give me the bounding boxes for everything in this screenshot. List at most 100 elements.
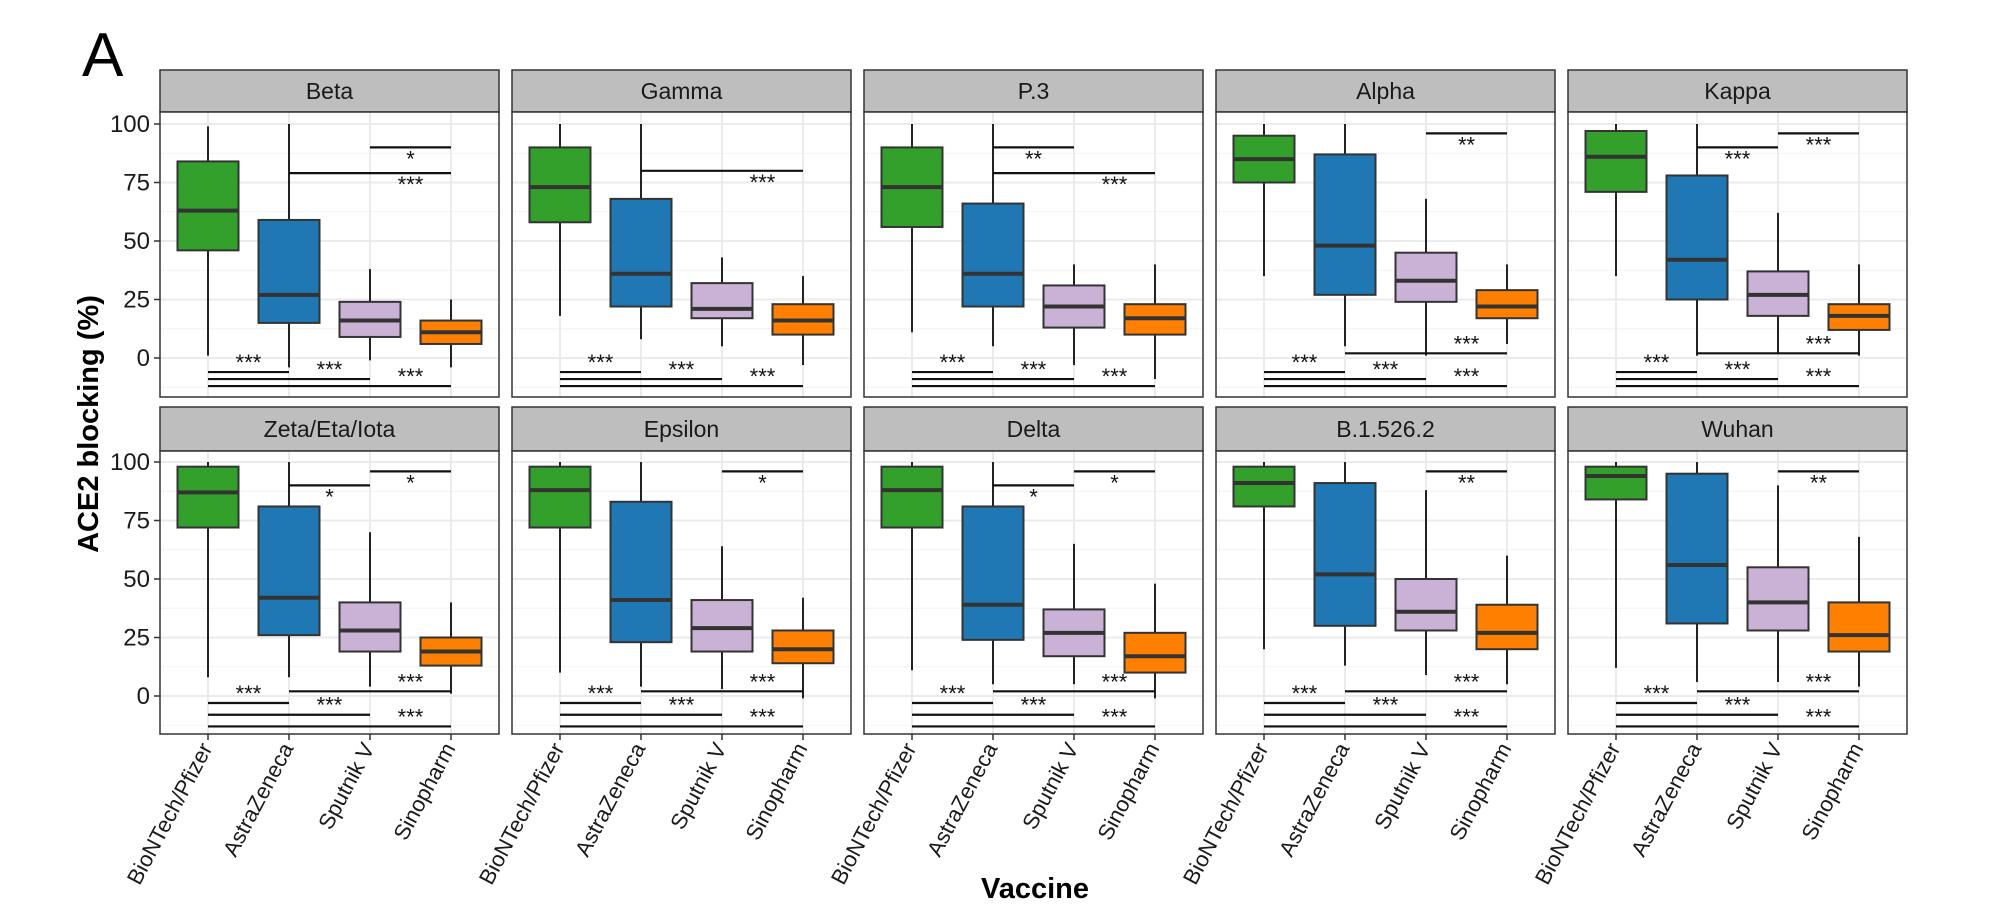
box-astrazeneca bbox=[1665, 472, 1729, 625]
facet-title: B.1.526.2 bbox=[1336, 416, 1434, 442]
x-tick-label: Sinopharm bbox=[1444, 739, 1516, 845]
box-sputnik-v bbox=[1746, 566, 1810, 632]
y-axis-title: ACE2 blocking (%) bbox=[73, 295, 105, 553]
facet-panel-delta: Delta******** *** ***BioNTech/Pfizer AstraZ… bbox=[826, 406, 1204, 889]
box-sinopharm bbox=[771, 629, 835, 665]
panel-border bbox=[511, 450, 852, 735]
facet-strip bbox=[159, 69, 500, 113]
box-sinopharm bbox=[1475, 289, 1539, 320]
facet-strip bbox=[1215, 406, 1556, 452]
x-axis-title: Vaccine bbox=[981, 873, 1089, 904]
box-biontech-pfizer bbox=[880, 465, 944, 529]
significance-label: *** bbox=[398, 669, 424, 694]
panel-border bbox=[1567, 111, 1908, 398]
x-tick-label: BioNTech/Pfizer bbox=[474, 739, 570, 889]
significance-label: ** bbox=[1810, 470, 1828, 495]
x-tick-label: AstraZeneca bbox=[1626, 738, 1707, 861]
x-tick-label: Sinopharm bbox=[1796, 739, 1868, 845]
significance-label: *** bbox=[1725, 357, 1751, 382]
y-tick-label: 50 bbox=[123, 566, 150, 593]
box-biontech-pfizer bbox=[1232, 465, 1296, 508]
x-tick-label: BioNTech/Pfizer bbox=[122, 739, 218, 889]
box-astrazeneca bbox=[609, 500, 673, 644]
box-sputnik-v bbox=[690, 599, 754, 653]
significance-label: *** bbox=[1806, 704, 1832, 729]
significance-label: *** bbox=[1806, 364, 1832, 389]
x-tick-label: Sinopharm bbox=[740, 739, 812, 845]
significance-label: *** bbox=[1102, 364, 1128, 389]
significance-label: *** bbox=[1725, 693, 1751, 718]
significance-label: * bbox=[406, 146, 415, 171]
facet-title: Epsilon bbox=[644, 416, 719, 442]
y-tick-label: 75 bbox=[123, 508, 150, 535]
panel-letter: A bbox=[82, 21, 124, 90]
significance-label: *** bbox=[1102, 669, 1128, 694]
facet-panel-b-1-526-2: B.1.526.2******** *** ***BioNTech/Pfizer As… bbox=[1178, 406, 1556, 889]
facet-title: Alpha bbox=[1356, 78, 1415, 104]
facet-panel-epsilon: Epsilon******* *** ***BioNTech/Pfizer Astra… bbox=[474, 406, 852, 889]
panel-border bbox=[1215, 450, 1556, 735]
significance-label: *** bbox=[1806, 331, 1832, 356]
plot-background bbox=[160, 112, 499, 397]
x-tick-label: Sputnik V bbox=[1017, 738, 1083, 833]
panel-border bbox=[159, 111, 500, 398]
facet-title: Delta bbox=[1007, 416, 1061, 442]
facet-strip bbox=[159, 406, 500, 452]
significance-label: *** bbox=[1644, 681, 1670, 706]
y-tick-label: 25 bbox=[123, 625, 150, 652]
significance-label: *** bbox=[1806, 669, 1832, 694]
significance-label: *** bbox=[398, 172, 424, 197]
x-tick-label: Sputnik V bbox=[1369, 738, 1435, 833]
box-biontech-pfizer bbox=[528, 465, 592, 529]
significance-label: *** bbox=[750, 669, 776, 694]
box-sputnik-v bbox=[690, 282, 754, 320]
y-tick-label: 25 bbox=[123, 287, 150, 314]
significance-label: *** bbox=[1292, 350, 1318, 375]
x-tick-label: AstraZeneca bbox=[922, 738, 1003, 861]
significance-label: * bbox=[406, 470, 415, 495]
facet-strip bbox=[863, 69, 1204, 113]
significance-label: *** bbox=[1454, 704, 1480, 729]
facet-panel-gamma: Gamma *** *** *** *** bbox=[511, 69, 852, 398]
significance-label: *** bbox=[1806, 132, 1832, 157]
x-tick-label: Sputnik V bbox=[665, 738, 731, 833]
facet-title: Kappa bbox=[1704, 78, 1771, 104]
significance-label: *** bbox=[1644, 350, 1670, 375]
y-tick-label: 100 bbox=[110, 111, 150, 138]
significance-label: *** bbox=[317, 357, 343, 382]
facet-panel-alpha: Alpha******** *** *** bbox=[1215, 69, 1556, 398]
significance-label: *** bbox=[1454, 364, 1480, 389]
facet-title: Zeta/Eta/Iota bbox=[264, 416, 396, 442]
significance-label: * bbox=[1110, 470, 1119, 495]
significance-label: *** bbox=[1725, 146, 1751, 171]
box-astrazeneca bbox=[609, 197, 673, 308]
panel-border bbox=[1567, 450, 1908, 735]
box-sputnik-v bbox=[338, 601, 402, 653]
significance-label: *** bbox=[669, 693, 695, 718]
panel-border bbox=[863, 450, 1204, 735]
significance-label: *** bbox=[1373, 357, 1399, 382]
y-tick-label: 0 bbox=[137, 345, 150, 372]
box-astrazeneca bbox=[257, 505, 321, 637]
x-tick-label: BioNTech/Pfizer bbox=[1530, 739, 1626, 889]
significance-label: ** bbox=[1458, 132, 1476, 157]
box-sputnik-v bbox=[1394, 251, 1458, 303]
y-tick-label: 0 bbox=[137, 683, 150, 710]
box-sinopharm bbox=[1123, 631, 1187, 674]
box-astrazeneca bbox=[1665, 174, 1729, 301]
facet-panel-p-3: P.3******** *** *** bbox=[863, 69, 1204, 398]
significance-label: ** bbox=[1025, 146, 1043, 171]
significance-label: *** bbox=[236, 681, 262, 706]
box-biontech-pfizer bbox=[1584, 465, 1648, 501]
facet-title: Wuhan bbox=[1701, 416, 1773, 442]
x-tick-label: AstraZeneca bbox=[218, 738, 299, 861]
significance-label: * bbox=[1029, 484, 1038, 509]
significance-label: *** bbox=[940, 681, 966, 706]
facet-panel-wuhan: Wuhan******** *** ***BioNTech/Pfizer AstraZ… bbox=[1530, 406, 1908, 889]
facet-title: Beta bbox=[306, 78, 354, 104]
significance-label: *** bbox=[398, 704, 424, 729]
facet-title: P.3 bbox=[1018, 78, 1050, 104]
